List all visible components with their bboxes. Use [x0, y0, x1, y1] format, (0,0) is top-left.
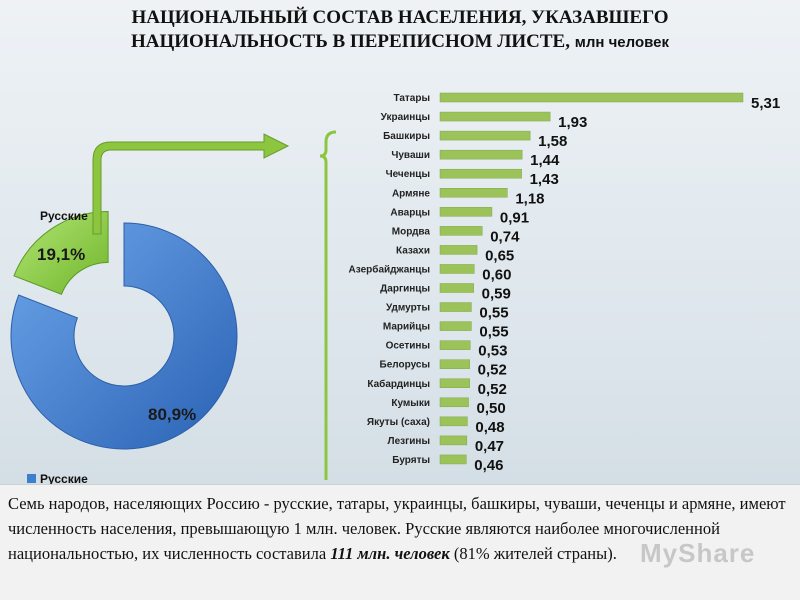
bar-value-label: 0,47 — [475, 438, 504, 455]
bar-category-label: Марийцы — [383, 322, 430, 333]
bar-2 — [439, 130, 531, 141]
bar-18 — [439, 435, 468, 446]
bar-value-label: 5,31 — [751, 95, 780, 112]
bar-category-label: Даргинцы — [380, 284, 430, 295]
bar-17 — [439, 416, 468, 427]
bar-category-label: Аварцы — [390, 207, 430, 218]
bar-14 — [439, 359, 470, 369]
bar-category-label: Армяне — [392, 188, 430, 199]
caption-text-2: (81% жителей страны). — [449, 544, 617, 563]
bar-16 — [439, 397, 469, 408]
donut-slice-other — [13, 210, 109, 295]
bar-category-label: Азербайджанцы — [349, 263, 430, 275]
bar-value-label: 0,65 — [485, 247, 514, 264]
bar-value-label: 1,18 — [515, 190, 544, 207]
bar-category-label: Удмурты — [386, 303, 430, 314]
bar-value-label: 0,46 — [474, 457, 503, 474]
bar-category-label: Якуты (саха) — [367, 417, 430, 428]
bar-value-label: 1,44 — [530, 152, 560, 169]
bar-category-label: Башкиры — [383, 131, 430, 142]
bar-category-label: Татары — [393, 93, 430, 104]
caption-bold: 111 млн. человек — [330, 544, 450, 563]
donut-label-main: 80,9% — [148, 405, 196, 424]
title-line-2-text: НАЦИОНАЛЬНОСТЬ В ПЕРЕПИСНОМ ЛИСТЕ, — [130, 31, 570, 52]
bar-11 — [439, 302, 472, 312]
bar-value-label: 1,93 — [558, 114, 587, 131]
bar-chart: Татары 5,31 Украинцы 1,93 Башкиры 1,58 Чуваши 1… — [349, 92, 780, 474]
bar-value-label: 0,55 — [479, 305, 508, 322]
bar-category-label: Чеченцы — [386, 169, 430, 180]
bar-category-label: Осетины — [386, 341, 430, 352]
bar-value-label: 0,50 — [477, 400, 506, 417]
caption: Семь народов, населяющих Россию - русски… — [0, 484, 800, 600]
bar-5 — [439, 188, 508, 198]
bar-value-label: 0,52 — [478, 362, 507, 379]
title-line-1: НАЦИОНАЛЬНЫЙ СОСТАВ НАСЕЛЕНИЯ, УКАЗАВШЕГ… — [131, 7, 669, 28]
watermark-logo: MyShare — [640, 538, 756, 568]
bar-category-label: Мордва — [392, 226, 431, 237]
bar-value-label: 1,58 — [538, 133, 567, 150]
bar-3 — [439, 149, 523, 160]
bar-12 — [439, 321, 472, 331]
donut-slice-main — [10, 222, 238, 450]
bar-7 — [439, 226, 483, 236]
bar-15 — [439, 378, 470, 388]
bar-value-label: 0,53 — [478, 343, 507, 360]
title-unit: млн человек — [574, 34, 669, 51]
bar-4 — [439, 168, 522, 179]
bar-category-label: Лезгины — [388, 436, 430, 447]
bar-category-label: Чуваши — [391, 150, 430, 161]
bar-value-label: 0,55 — [479, 324, 508, 341]
caption-text-1: Семь народов, населяющих Россию - русски… — [8, 494, 786, 563]
bar-value-label: 0,74 — [490, 228, 520, 245]
bar-category-label: Кабардинцы — [367, 378, 430, 390]
bar-value-label: 1,43 — [530, 171, 559, 188]
bar-value-label: 0,52 — [478, 381, 507, 398]
bar-category-label: Украинцы — [381, 112, 430, 123]
bar-10 — [439, 283, 474, 293]
connector-arrow-body — [92, 133, 290, 235]
bar-9 — [439, 264, 475, 274]
title-line-2: НАЦИОНАЛЬНОСТЬ В ПЕРЕПИСНОМ ЛИСТЕ, млн ч… — [0, 30, 800, 55]
bar-value-label: 0,91 — [500, 209, 529, 226]
bar-0 — [439, 92, 744, 103]
bar-1 — [439, 111, 551, 122]
bar-value-label: 0,59 — [482, 286, 511, 303]
bar-value-label: 0,60 — [482, 266, 511, 283]
bar-category-label: Белорусы — [380, 360, 430, 371]
donut-chart: 80,9% 19,1% Русские Русские — [10, 209, 238, 486]
connector — [92, 130, 337, 480]
bar-6 — [439, 207, 493, 217]
bracket — [319, 130, 337, 480]
legend-top-text: Русские — [40, 209, 88, 223]
bar-category-label: Кумыки — [391, 398, 430, 409]
chart-title: НАЦИОНАЛЬНЫЙ СОСТАВ НАСЕЛЕНИЯ, УКАЗАВШЕГ… — [0, 6, 800, 55]
bar-19 — [439, 454, 467, 465]
bar-13 — [439, 340, 471, 350]
bar-8 — [439, 245, 478, 255]
donut-label-other: 19,1% — [37, 245, 85, 264]
bar-category-label: Буряты — [392, 455, 430, 466]
legend-swatch — [27, 474, 36, 483]
legend-text: Русские — [40, 472, 88, 486]
bar-value-label: 0,48 — [475, 419, 504, 436]
bar-category-label: Казахи — [396, 245, 430, 256]
